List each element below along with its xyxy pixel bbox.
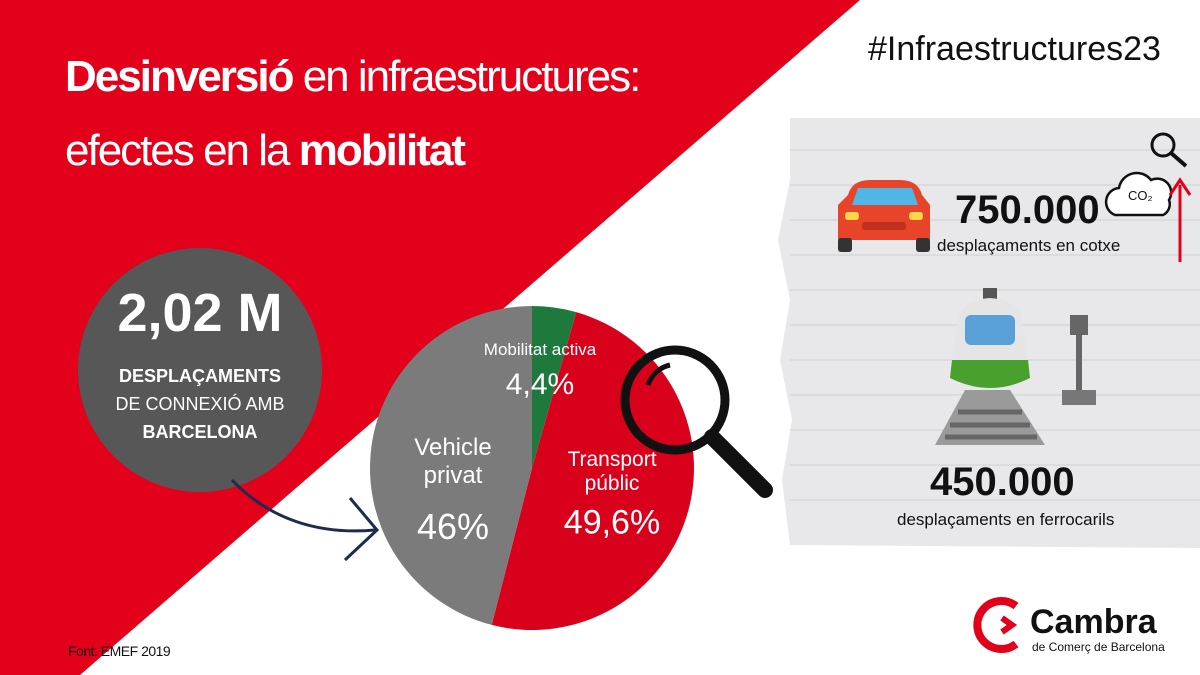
magnifier-icon bbox=[620, 345, 773, 498]
car-value: 750.000 bbox=[955, 188, 1100, 232]
title-line-2: efectes en la mobilitat bbox=[65, 126, 466, 176]
car-label: desplaçaments en cotxe bbox=[937, 236, 1121, 255]
pie-value-label: 46% bbox=[416, 506, 490, 547]
train-value: 450.000 bbox=[930, 460, 1075, 504]
total-caption: DESPLAÇAMENTS DE CONNEXIÓ AMB BARCELONA bbox=[78, 362, 322, 446]
logo-name: Cambra bbox=[1030, 603, 1157, 641]
logo-mark bbox=[973, 597, 1019, 653]
up-arrow-head bbox=[1168, 177, 1192, 196]
pie-value-label: 4,4% bbox=[505, 368, 575, 401]
pie-slice bbox=[532, 306, 577, 468]
title-text: efectes en la bbox=[65, 126, 299, 175]
arrow-head bbox=[343, 497, 380, 562]
pie-category-label: Transport públic bbox=[567, 448, 657, 495]
title-line-1: Desinversió en infraestructures: bbox=[65, 52, 642, 102]
red-triangle bbox=[0, 0, 860, 675]
pie-category-label: Vehicle privat bbox=[414, 434, 492, 489]
train-icon bbox=[935, 288, 1096, 445]
title-bold: Desinversió bbox=[65, 52, 294, 101]
source: Font: EMEF 2019 bbox=[68, 643, 171, 659]
search-icon bbox=[1150, 132, 1188, 168]
co2-cloud bbox=[1104, 171, 1173, 217]
title-bold: mobilitat bbox=[298, 126, 466, 175]
pie-value-label: 49,6% bbox=[563, 503, 661, 542]
co2-label: CO₂ bbox=[1128, 188, 1153, 203]
pie-slice bbox=[370, 306, 532, 625]
arrow bbox=[230, 478, 376, 533]
train-label: desplaçaments en ferrocarils bbox=[897, 510, 1115, 529]
caption-line: DESPLAÇAMENTS bbox=[118, 366, 281, 386]
caption-line: BARCELONA bbox=[142, 422, 258, 442]
pie bbox=[370, 306, 694, 630]
pie-slice bbox=[491, 312, 694, 630]
title-text: en infraestructures: bbox=[292, 52, 642, 101]
logo-subtitle: de Comerç de Barcelona bbox=[1032, 640, 1165, 654]
car-icon bbox=[838, 180, 930, 252]
pie-category-label: Mobilitat activa bbox=[483, 340, 597, 359]
total-circle bbox=[78, 248, 322, 492]
caption-line: DE CONNEXIÓ AMB bbox=[115, 394, 285, 414]
total-value: 2,02 M bbox=[117, 283, 283, 343]
hashtag: #Infraestructures23 bbox=[868, 30, 1161, 68]
